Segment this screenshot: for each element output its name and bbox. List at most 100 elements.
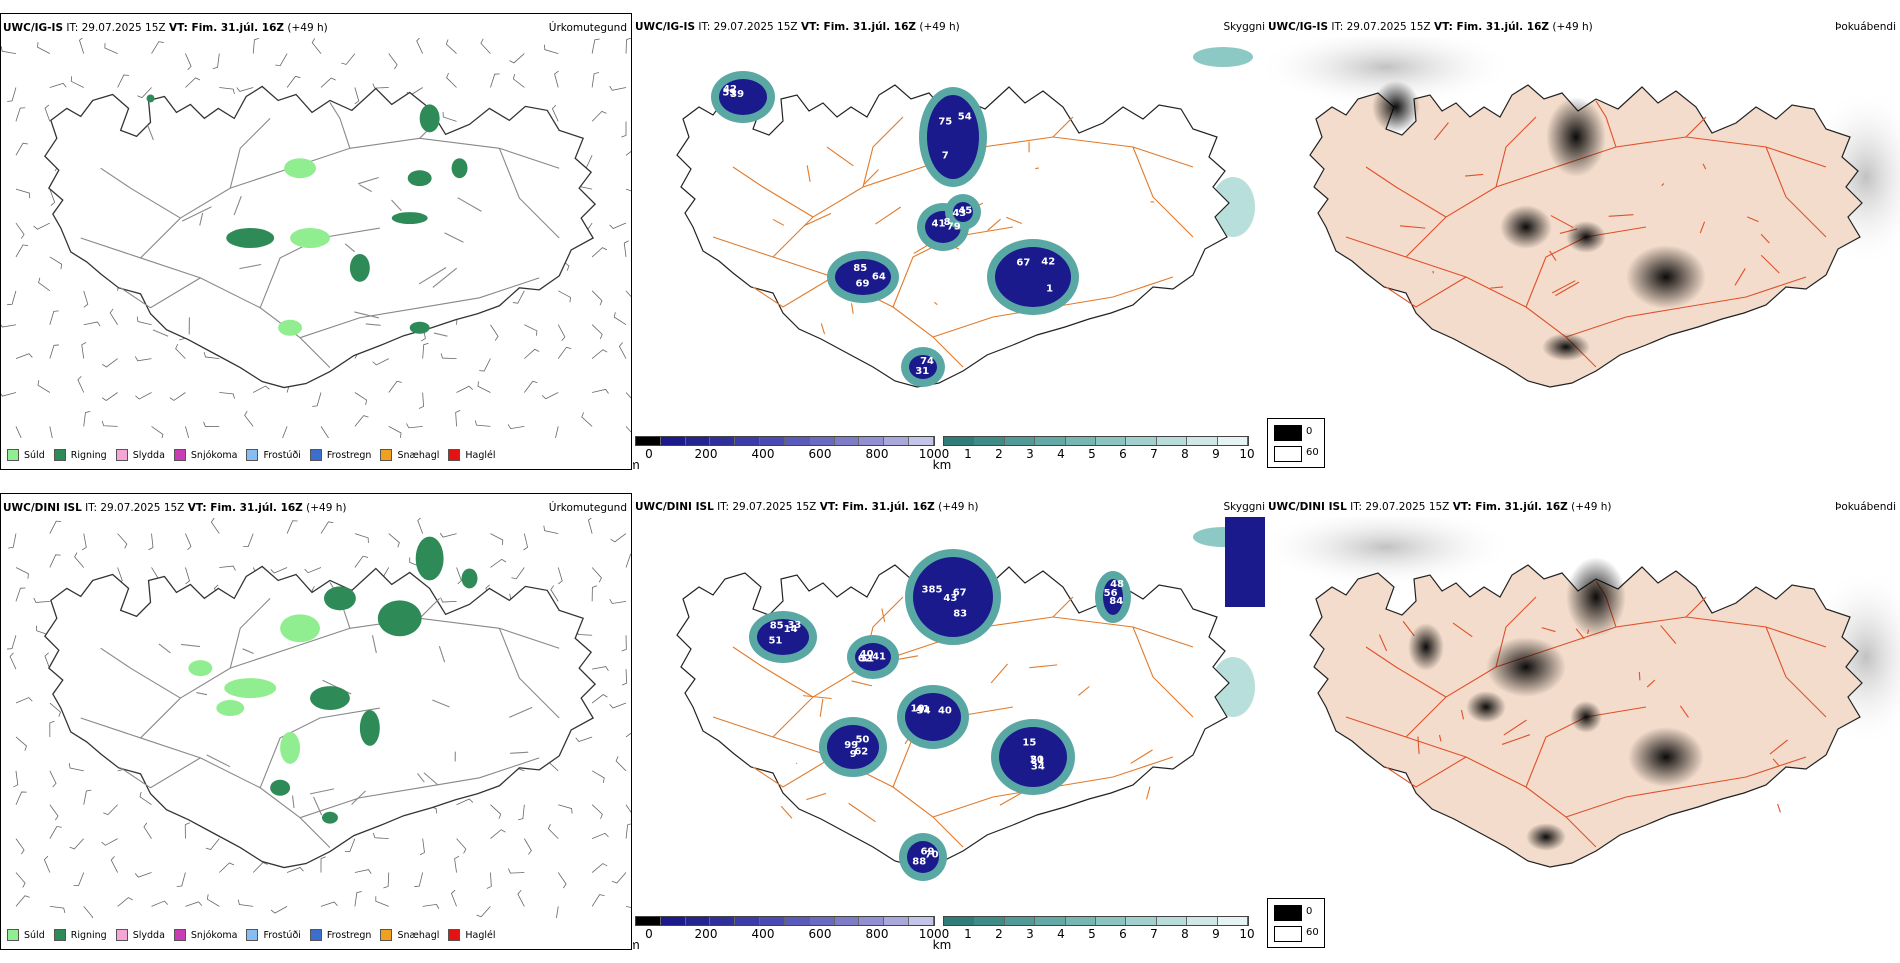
- valid-time: VT: Fim. 31.júl. 16Z: [1433, 21, 1550, 33]
- visibility-label: 75: [938, 117, 952, 128]
- colorbar-cell: [784, 917, 810, 925]
- visibility-label: 41: [916, 704, 930, 715]
- colorbar-tick: 10: [1239, 927, 1255, 941]
- low-visibility-area: [953, 202, 973, 222]
- colorbar-cell: [1035, 917, 1066, 925]
- precip-area: [216, 700, 245, 717]
- legend-label: Rigning: [70, 449, 107, 461]
- sea-fog: [1193, 47, 1253, 67]
- colorbar-tick: 9: [1212, 447, 1220, 461]
- visibility-label: 42: [723, 84, 737, 95]
- visibility-map: 42 75 8 69 42 31 45 39 54 79 64 67 74 43 59 7 41 85 1: [676, 47, 1255, 388]
- colorbar-cell: [685, 437, 711, 445]
- visibility-labels: 42 75 8 69 42 31 45 39 54 79 64 67 74 43 59 7 41 85 1: [722, 84, 1055, 377]
- colorbar-ticks: m 0 200 400 600 800 1000: [633, 926, 949, 950]
- colorbar-tick: 4: [1057, 447, 1065, 461]
- colorbar-cell: [760, 437, 785, 445]
- legend-swatch: [53, 929, 66, 941]
- low-visibility-area: [907, 841, 939, 873]
- fog-area: [1500, 205, 1552, 249]
- fog-area: [1466, 691, 1506, 723]
- legend-swatch: [7, 449, 19, 461]
- colorbar-ticks: km 1 2 3 4 5 6 7 8 9 10: [933, 926, 1255, 950]
- colorbar-cell: [859, 917, 885, 925]
- colorbar-tick: 2: [995, 447, 1003, 461]
- precip-area: [224, 678, 277, 699]
- fog-area: [1570, 701, 1602, 733]
- legend-swatch-white: [1274, 926, 1302, 942]
- lead-time: (+49 h): [938, 501, 979, 513]
- colorbar-tick: 200: [694, 447, 718, 461]
- precip-legend: Súld Rigning Slydda Snjókoma Frostúði Frostre…: [7, 449, 505, 461]
- colorbar-ticks: m 0 200 400 600 800 1000: [633, 446, 949, 470]
- colorbar-tick: 600: [808, 927, 832, 941]
- legend-swatch: [115, 449, 128, 461]
- fog-index-map: [1266, 37, 1900, 388]
- panel-title: UWC/IG-IS IT: 29.07.2025 15Z VT: Fim. 31…: [3, 22, 328, 34]
- legend-swatch-black: [1274, 425, 1302, 441]
- precip-area: [226, 228, 275, 248]
- fog-area: [1566, 557, 1626, 637]
- legend-label: Snjókoma: [190, 449, 238, 461]
- low-visibility-area: [719, 79, 767, 115]
- colorbar-cell: [884, 917, 910, 925]
- colorbar-tick: 5: [1088, 927, 1096, 941]
- precip-area: [419, 104, 440, 133]
- panel-subtitle: Úrkomutegund: [549, 502, 627, 514]
- colorbar-cell: [1187, 917, 1218, 925]
- visibility-label: 51: [860, 653, 874, 664]
- legend-item: Frostúði: [246, 449, 301, 461]
- valid-time: VT: Fim. 31.júl. 16Z: [187, 502, 303, 514]
- colorbar-tick: 1000: [918, 927, 950, 941]
- visibility-label: 54: [958, 111, 972, 122]
- legend-item: Frostregn: [309, 929, 371, 941]
- visibility-label: 69: [921, 847, 935, 858]
- visibility-label: 67: [953, 588, 967, 599]
- legend-label: Súld: [24, 929, 45, 941]
- low-visibility-area: [927, 95, 979, 179]
- legend-label: Frostregn: [326, 449, 372, 461]
- visibility-label: 67: [1016, 257, 1030, 268]
- panel-subtitle: Skyggni: [1224, 21, 1266, 33]
- model-name: UWC/IG-IS: [3, 22, 64, 34]
- visibility-label: 84: [1109, 596, 1123, 607]
- visibility-label: 42: [1041, 257, 1055, 268]
- colorbar-cell: [884, 437, 910, 445]
- fog-area: [1372, 81, 1420, 133]
- colorbar-tick: 1000: [918, 447, 950, 461]
- colorbar-cell: [944, 917, 975, 925]
- colorbar-cell: [660, 437, 686, 445]
- fog-area: [1566, 221, 1606, 253]
- colorbar-strip: [943, 916, 1249, 926]
- colorbar-cell: [710, 437, 736, 445]
- legend-swatch: [448, 929, 461, 941]
- panel-subtitle: Þokuábendi: [1835, 501, 1896, 513]
- legend-max: 60: [1306, 927, 1319, 938]
- visibility-labels: 8385514150347056435162109920694838533414…: [768, 579, 1124, 867]
- legend-label: Snæhagl: [397, 929, 440, 941]
- fog-index-legend: 0 60: [1267, 418, 1325, 468]
- sea-fog: [1266, 517, 1516, 587]
- legend-swatch: [448, 449, 461, 461]
- legend-label: Súld: [24, 449, 45, 461]
- precip-map: [6, 518, 631, 918]
- visibility-label: 69: [856, 279, 870, 290]
- visibility-label: 59: [722, 87, 736, 98]
- visibility-label: 51: [768, 636, 782, 647]
- legend-swatch: [115, 929, 128, 941]
- precip-area: [323, 586, 356, 611]
- visibility-label: 8: [944, 217, 951, 228]
- valid-time: VT: Fim. 31.júl. 16Z: [168, 22, 285, 34]
- visibility-label: 85: [853, 263, 867, 274]
- height-colorbar: m 0 200 400 600 800 1000: [633, 436, 949, 470]
- forecast-row-dini: UWC/DINI ISL IT: 29.07.2025 15Z VT: Fim.…: [0, 493, 1900, 963]
- visibility-map: 8385514150347056435162109920694838533414…: [676, 517, 1265, 881]
- legend-swatch: [309, 449, 322, 461]
- precip-area: [377, 600, 422, 637]
- colorbar-tick: 6: [1119, 447, 1127, 461]
- legend-label: Rigning: [70, 929, 107, 941]
- colorbar-cell: [1065, 917, 1097, 925]
- legend-min: 0: [1306, 426, 1313, 437]
- precip-area: [280, 731, 301, 764]
- lead-time: (+49 h): [287, 22, 328, 34]
